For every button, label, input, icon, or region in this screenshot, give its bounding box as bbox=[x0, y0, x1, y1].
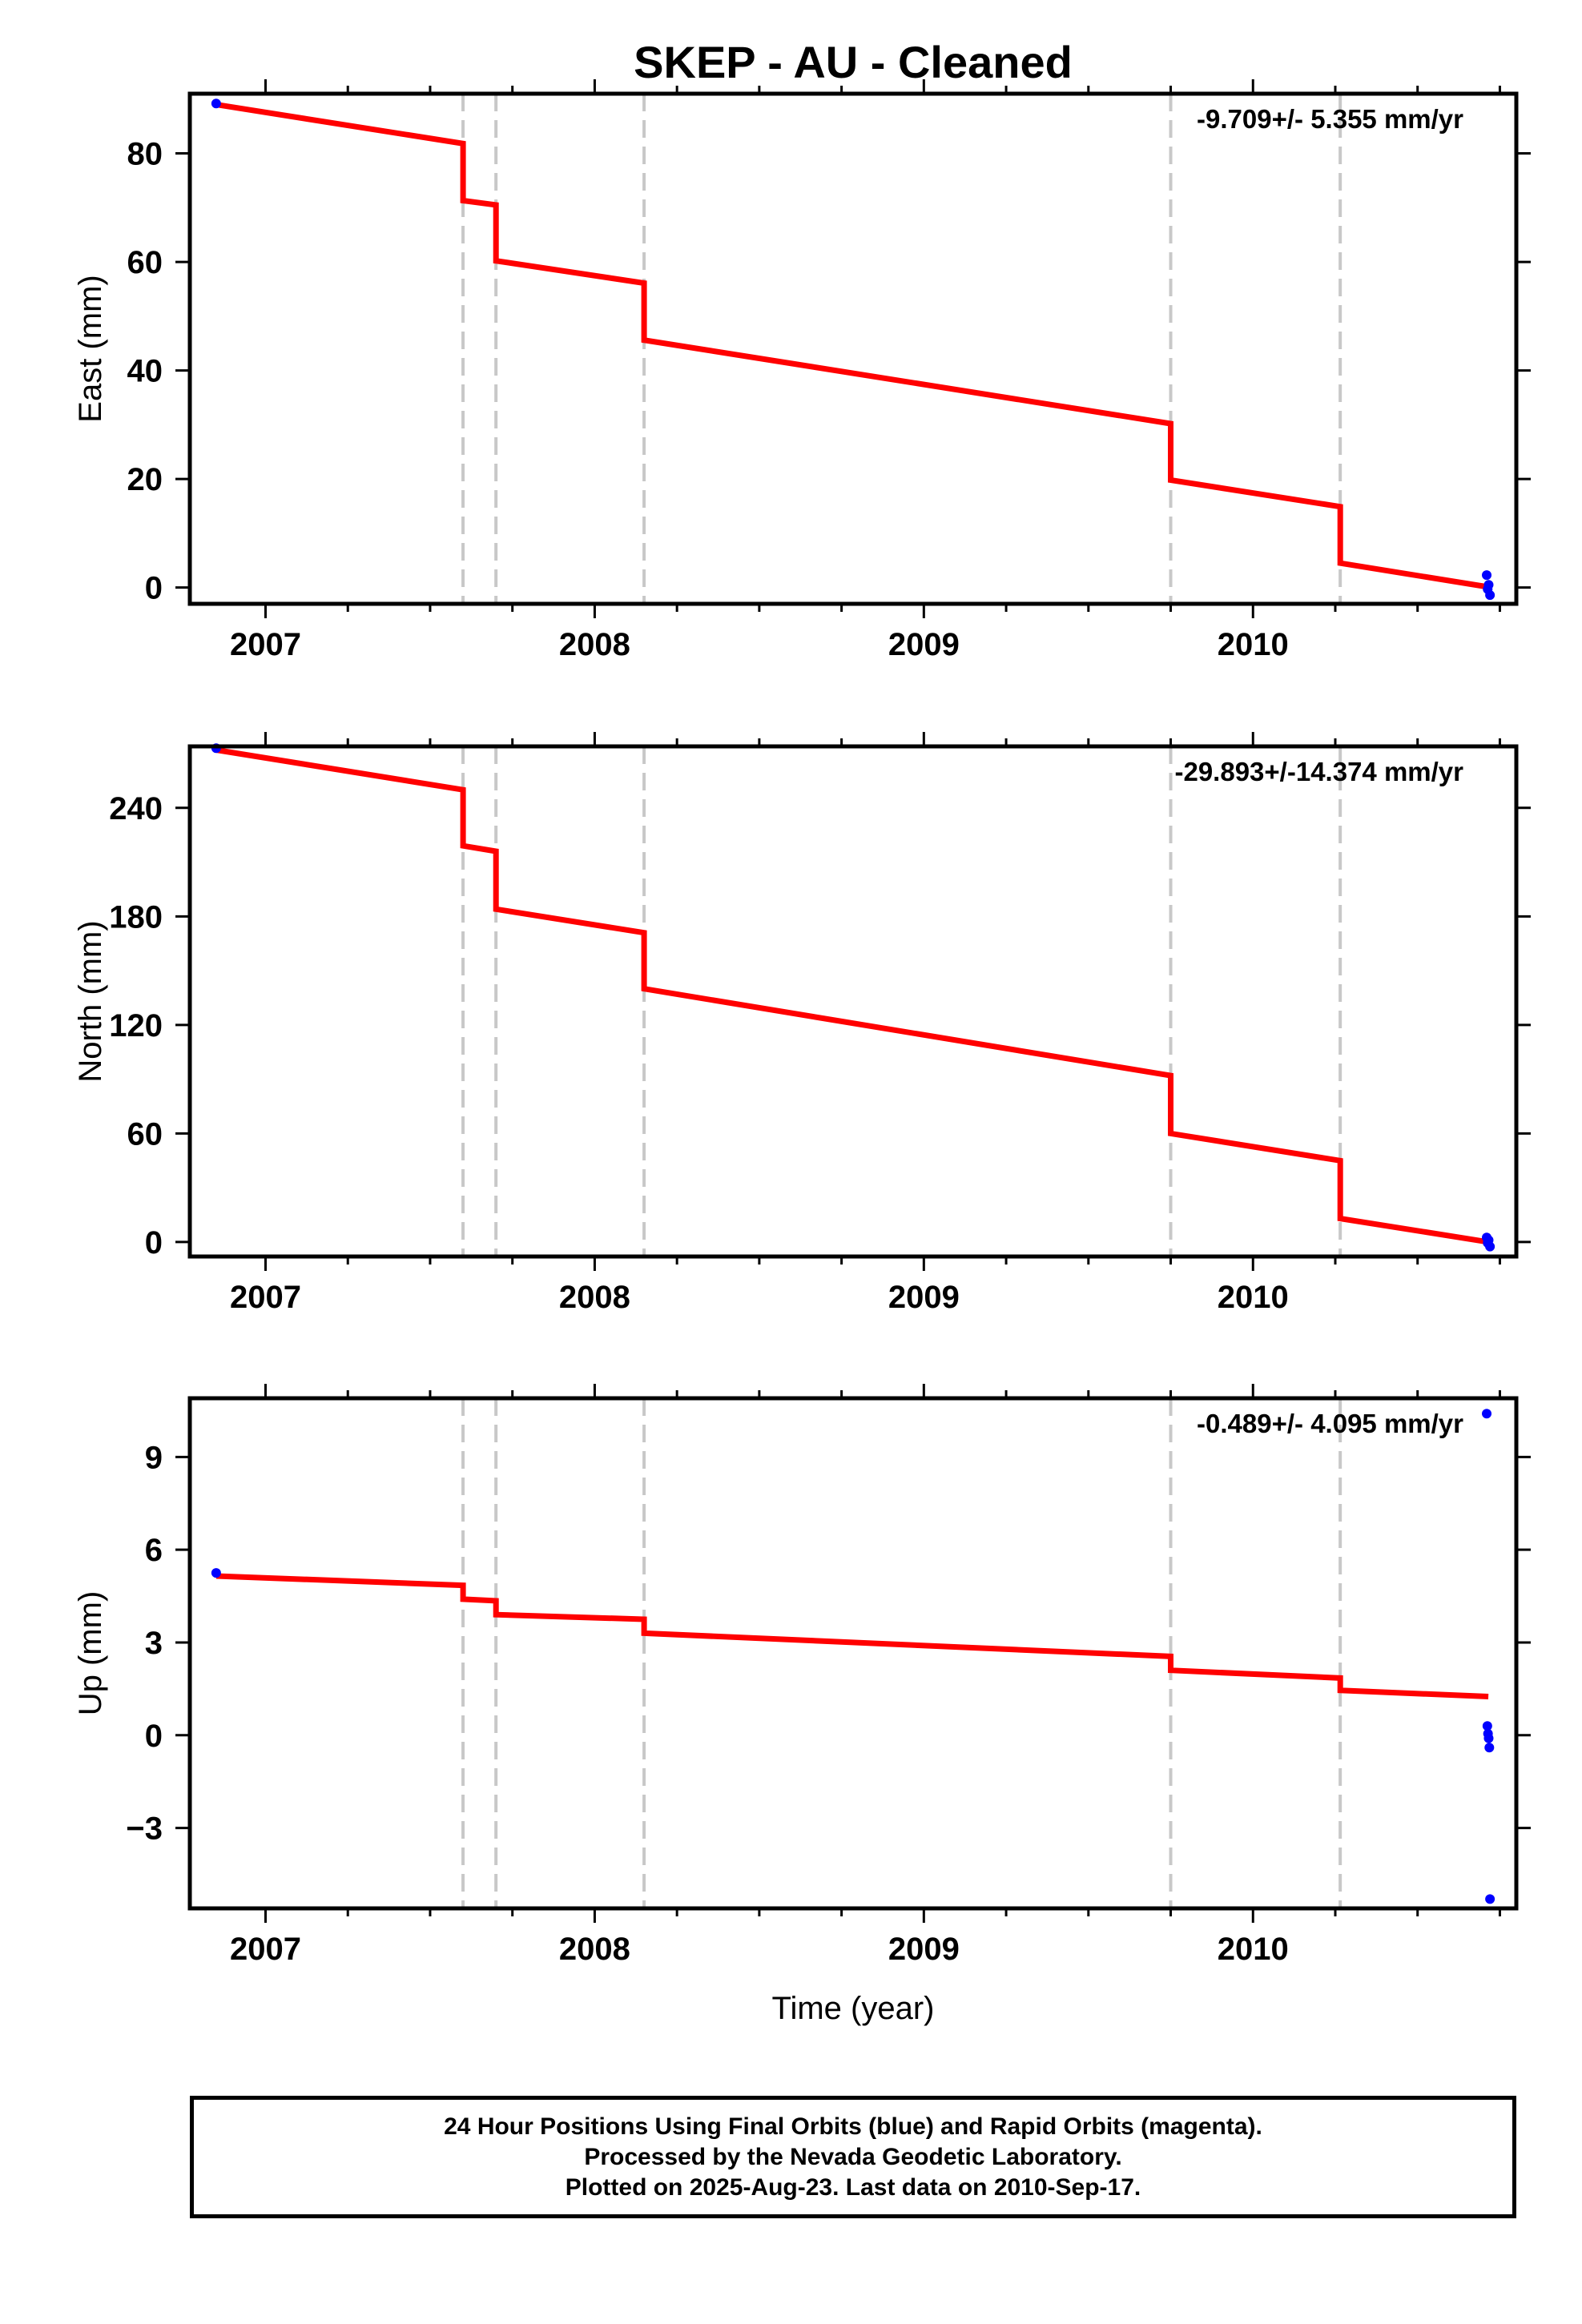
figure-title: SKEP - AU - Cleaned bbox=[634, 37, 1073, 87]
data-point bbox=[211, 1568, 221, 1578]
plot-frame bbox=[187, 91, 1519, 606]
y-tick-label: 60 bbox=[127, 245, 163, 280]
panel-up: 2007 2008 2009 2010 −3 0 3 6 9 Up (mm) -0.489+/- 4… bbox=[73, 1384, 1531, 2026]
y-tick-label: 0 bbox=[145, 571, 163, 606]
footer-line-2: Processed by the Nevada Geodetic Laborat… bbox=[584, 2143, 1122, 2170]
data-point bbox=[211, 99, 221, 109]
plot-frame bbox=[187, 1396, 1519, 1911]
x-tick-label: 2007 bbox=[230, 627, 301, 662]
x-tick-label: 2009 bbox=[888, 627, 960, 662]
y-tick-label: 9 bbox=[145, 1440, 163, 1475]
y-tick-label: 0 bbox=[145, 1719, 163, 1754]
model-line bbox=[215, 1573, 1489, 1699]
model-line bbox=[215, 747, 1489, 1245]
y-tick-label: 6 bbox=[145, 1533, 163, 1568]
y-tick-label: 40 bbox=[127, 354, 163, 389]
y-axis-label: East (mm) bbox=[73, 275, 108, 422]
data-point bbox=[1485, 590, 1495, 601]
model-line bbox=[215, 102, 1489, 590]
data-point bbox=[1482, 570, 1492, 581]
data-point bbox=[1482, 1721, 1492, 1731]
data-point bbox=[1485, 1241, 1495, 1252]
y-tick-label: 20 bbox=[127, 462, 163, 497]
rate-annotation: -29.893+/-14.374 mm/yr bbox=[1174, 757, 1463, 786]
x-tick-label: 2008 bbox=[559, 1932, 630, 1967]
panel-north: 2007 2008 2009 2010 0 60 120 180 240 North (mm) -2… bbox=[73, 732, 1531, 1315]
x-tick-label: 2010 bbox=[1218, 627, 1289, 662]
y-tick-label: −3 bbox=[126, 1811, 163, 1847]
y-axis-label: North (mm) bbox=[73, 920, 108, 1082]
footer-line-1: 24 Hour Positions Using Final Orbits (bl… bbox=[444, 2113, 1262, 2140]
y-tick-label: 240 bbox=[109, 791, 163, 826]
rate-annotation: -0.489+/- 4.095 mm/yr bbox=[1197, 1409, 1463, 1438]
x-tick-label: 2010 bbox=[1218, 1932, 1289, 1967]
footer-line-3: Plotted on 2025-Aug-23. Last data on 201… bbox=[565, 2173, 1141, 2201]
rate-annotation: -9.709+/- 5.355 mm/yr bbox=[1197, 104, 1463, 134]
y-tick-label: 120 bbox=[109, 1008, 163, 1043]
y-tick-label: 80 bbox=[127, 137, 163, 172]
data-point bbox=[1482, 1409, 1492, 1419]
y-axis-label: Up (mm) bbox=[73, 1591, 108, 1716]
x-tick-label: 2010 bbox=[1218, 1280, 1289, 1315]
x-tick-label: 2009 bbox=[888, 1280, 960, 1315]
data-point bbox=[1483, 580, 1494, 590]
x-tick-label: 2007 bbox=[230, 1932, 301, 1967]
y-tick-label: 60 bbox=[127, 1116, 163, 1152]
x-tick-label: 2007 bbox=[230, 1280, 301, 1315]
panel-east: 2007 2008 2009 2010 0 20 40 60 80 East (mm) -9.709… bbox=[73, 79, 1531, 662]
data-point bbox=[1484, 1743, 1495, 1753]
footer-caption-box: 24 Hour Positions Using Final Orbits (bl… bbox=[190, 2096, 1516, 2218]
x-tick-label: 2008 bbox=[559, 1280, 630, 1315]
x-axis-label: Time (year) bbox=[772, 1991, 935, 2026]
y-tick-label: 180 bbox=[109, 899, 163, 935]
data-point bbox=[1485, 1894, 1495, 1904]
plot-frame bbox=[187, 744, 1519, 1259]
data-point bbox=[1483, 1733, 1494, 1743]
y-tick-label: 3 bbox=[145, 1626, 163, 1661]
y-tick-label: 0 bbox=[145, 1225, 163, 1261]
x-tick-label: 2009 bbox=[888, 1932, 960, 1967]
x-tick-label: 2008 bbox=[559, 627, 630, 662]
